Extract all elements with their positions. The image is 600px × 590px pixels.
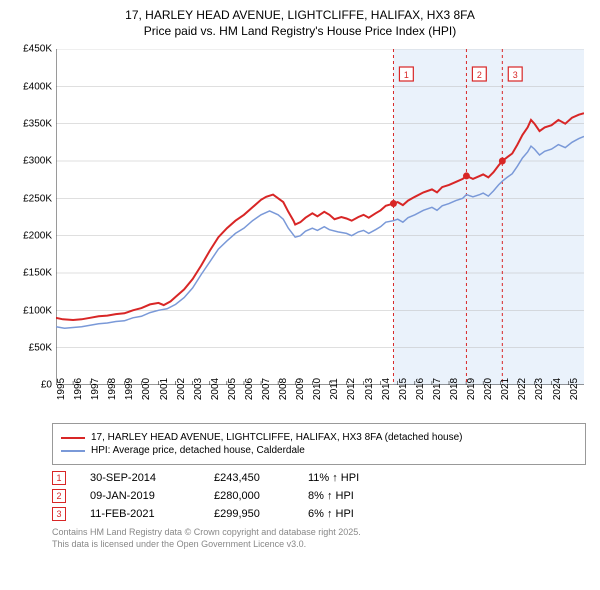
legend-swatch xyxy=(61,450,85,452)
marker-number: 3 xyxy=(513,70,518,80)
transaction-row: 2 09-JAN-2019 £280,000 8% ↑ HPI xyxy=(52,489,586,503)
title-line-1: 17, HARLEY HEAD AVENUE, LIGHTCLIFFE, HAL… xyxy=(10,8,590,24)
attribution: Contains HM Land Registry data © Crown c… xyxy=(52,527,586,550)
transaction-pct: 11% ↑ HPI xyxy=(308,472,398,484)
transaction-price: £243,450 xyxy=(214,472,284,484)
transaction-date: 11-FEB-2021 xyxy=(90,508,190,520)
x-axis: 1995199619971998199920002001200220032004… xyxy=(56,387,584,415)
y-axis-label: £100K xyxy=(23,305,52,316)
transaction-table: 1 30-SEP-2014 £243,450 11% ↑ HPI 2 09-JA… xyxy=(52,471,586,521)
transaction-date: 30-SEP-2014 xyxy=(90,472,190,484)
transaction-marker: 1 xyxy=(52,471,66,485)
legend-row: 17, HARLEY HEAD AVENUE, LIGHTCLIFFE, HAL… xyxy=(61,432,577,443)
transaction-date: 09-JAN-2019 xyxy=(90,490,190,502)
transaction-marker: 2 xyxy=(52,489,66,503)
transaction-row: 1 30-SEP-2014 £243,450 11% ↑ HPI xyxy=(52,471,586,485)
transaction-price: £280,000 xyxy=(214,490,284,502)
y-axis-label: £200K xyxy=(23,230,52,241)
legend: 17, HARLEY HEAD AVENUE, LIGHTCLIFFE, HAL… xyxy=(52,423,586,465)
y-axis-label: £450K xyxy=(23,44,52,55)
transaction-price: £299,950 xyxy=(214,508,284,520)
transaction-pct: 6% ↑ HPI xyxy=(308,508,398,520)
y-axis-label: £350K xyxy=(23,118,52,129)
chart-area: £0 £50K £100K £150K £200K £250K £300K £350K £400… xyxy=(14,45,590,415)
legend-label: 17, HARLEY HEAD AVENUE, LIGHTCLIFFE, HAL… xyxy=(91,432,462,443)
legend-swatch xyxy=(61,437,85,439)
x-axis-label: 2025 xyxy=(569,378,595,400)
chart-title: 17, HARLEY HEAD AVENUE, LIGHTCLIFFE, HAL… xyxy=(10,8,590,39)
legend-row: HPI: Average price, detached house, Cald… xyxy=(61,445,577,456)
y-axis-label: £50K xyxy=(29,342,52,353)
transaction-pct: 8% ↑ HPI xyxy=(308,490,398,502)
chart-container: 17, HARLEY HEAD AVENUE, LIGHTCLIFFE, HAL… xyxy=(0,0,600,561)
marker-dot xyxy=(463,173,470,180)
marker-dot xyxy=(390,200,397,207)
marker-number: 1 xyxy=(404,70,409,80)
marker-number: 2 xyxy=(477,70,482,80)
y-axis-label: £0 xyxy=(41,380,52,391)
y-axis-label: £400K xyxy=(23,81,52,92)
y-axis-label: £150K xyxy=(23,268,52,279)
title-line-2: Price paid vs. HM Land Registry's House … xyxy=(10,24,590,40)
y-axis-label: £300K xyxy=(23,156,52,167)
transaction-row: 3 11-FEB-2021 £299,950 6% ↑ HPI xyxy=(52,507,586,521)
y-axis-label: £250K xyxy=(23,193,52,204)
shaded-region xyxy=(393,49,584,385)
attribution-line-2: This data is licensed under the Open Gov… xyxy=(52,539,586,551)
marker-dot xyxy=(499,158,506,165)
y-axis: £0£50K£100K£150K£200K£250K£300K£350K£400… xyxy=(14,49,54,385)
attribution-line-1: Contains HM Land Registry data © Crown c… xyxy=(52,527,586,539)
plot-area: 1 2 3 xyxy=(56,49,584,385)
transaction-marker: 3 xyxy=(52,507,66,521)
legend-label: HPI: Average price, detached house, Cald… xyxy=(91,445,305,456)
plot-svg: 1 2 3 xyxy=(56,49,584,385)
